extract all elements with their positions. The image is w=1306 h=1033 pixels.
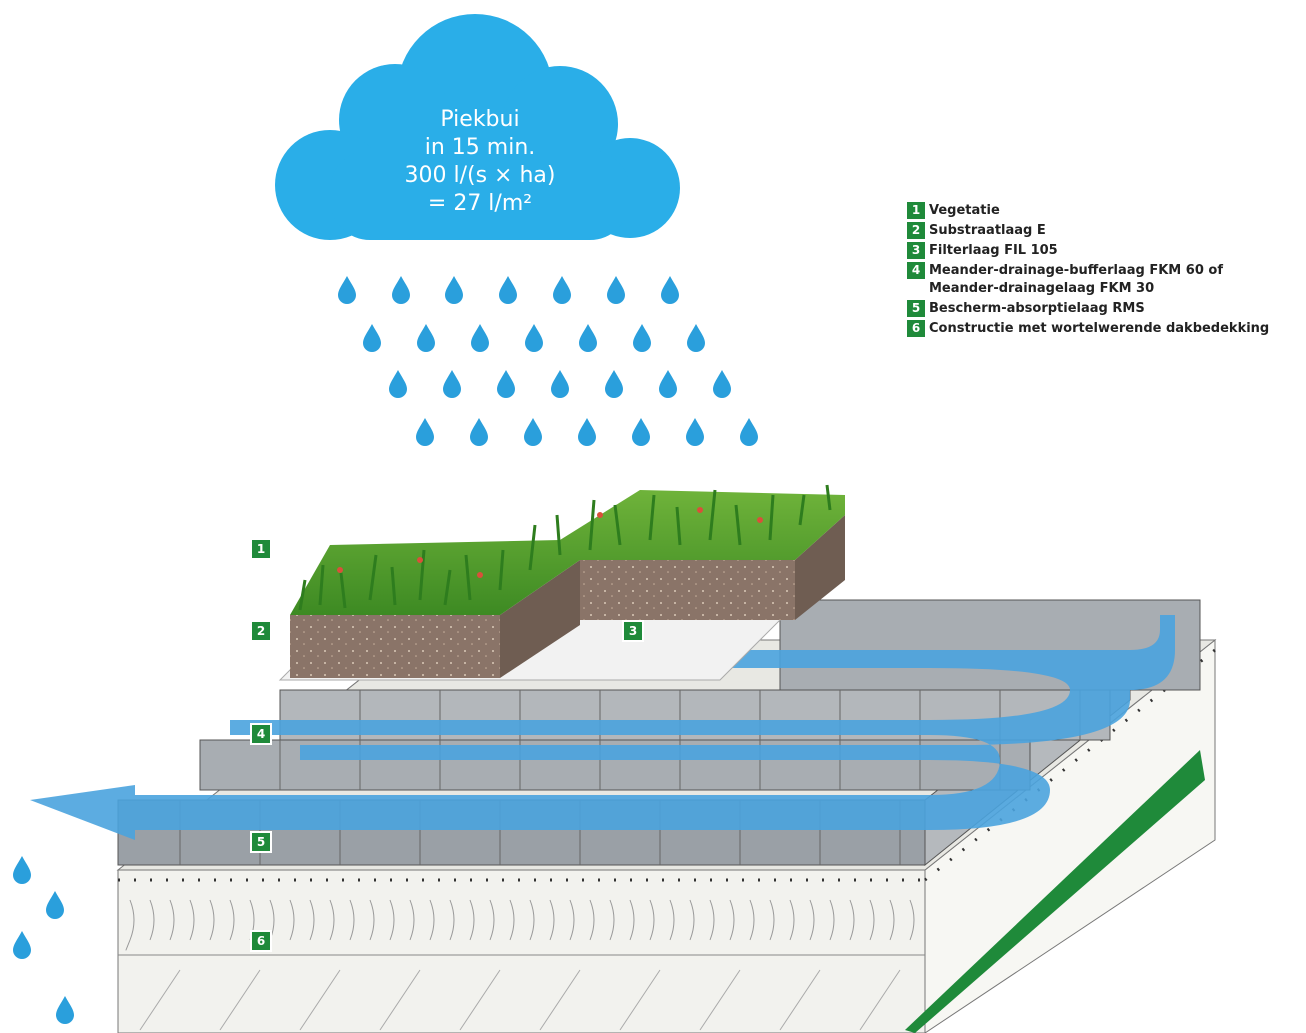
rain-drops bbox=[338, 276, 758, 446]
cloud-line-3: 300 l/(s × ha) bbox=[404, 163, 556, 188]
layer-marker-1: 1 bbox=[250, 538, 272, 560]
legend-badge: 3 bbox=[907, 242, 925, 259]
legend-badge: 1 bbox=[907, 202, 925, 219]
layer-marker-6: 6 bbox=[250, 930, 272, 952]
legend-item: 3 Filterlaag FIL 105 bbox=[907, 242, 1269, 262]
layer-marker-3: 3 bbox=[622, 620, 644, 642]
legend-badge: 4 bbox=[907, 262, 925, 279]
legend-text-line-2: Meander-drainagelaag FKM 30 bbox=[929, 281, 1155, 296]
legend-text: Filterlaag FIL 105 bbox=[929, 243, 1058, 258]
layer-marker-4: 4 bbox=[250, 723, 272, 745]
legend-text: Constructie met wortelwerende dakbedekki… bbox=[929, 321, 1270, 336]
legend-badge: 6 bbox=[907, 320, 925, 337]
layer-marker-2: 2 bbox=[250, 620, 272, 642]
cloud-label: Piekbui in 15 min. 300 l/(s × ha) = 27 l… bbox=[330, 106, 630, 218]
legend-text: Meander-drainage-bufferlaag FKM 60 of Me… bbox=[929, 262, 1223, 298]
legend-item: 4 Meander-drainage-bufferlaag FKM 60 of … bbox=[907, 262, 1269, 300]
legend-item: 5 Bescherm-absorptielaag RMS bbox=[907, 300, 1269, 320]
legend-text: Substraatlaag E bbox=[929, 223, 1046, 238]
legend-item: 2 Substraatlaag E bbox=[907, 222, 1269, 242]
water-flow bbox=[30, 615, 1175, 840]
cloud-line-1: Piekbui bbox=[440, 107, 520, 132]
legend: 1 Vegetatie 2 Substraatlaag E 3 Filterla… bbox=[907, 202, 1269, 340]
legend-text: Vegetatie bbox=[929, 203, 1000, 218]
legend-text: Bescherm-absorptielaag RMS bbox=[929, 301, 1145, 316]
cloud-icon bbox=[275, 14, 680, 240]
vegetation-layer bbox=[290, 484, 845, 615]
cloud-line-2: in 15 min. bbox=[424, 135, 536, 160]
legend-item: 6 Constructie met wortelwerende dakbedek… bbox=[907, 320, 1269, 340]
outflow-drops bbox=[13, 856, 74, 1024]
legend-item: 1 Vegetatie bbox=[907, 202, 1269, 222]
legend-text-line-1: Meander-drainage-bufferlaag FKM 60 of bbox=[929, 263, 1223, 278]
cloud-line-4: = 27 l/m² bbox=[427, 191, 533, 216]
legend-badge: 2 bbox=[907, 222, 925, 239]
layer-marker-5: 5 bbox=[250, 831, 272, 853]
substrate-layer bbox=[290, 515, 845, 678]
legend-badge: 5 bbox=[907, 300, 925, 317]
